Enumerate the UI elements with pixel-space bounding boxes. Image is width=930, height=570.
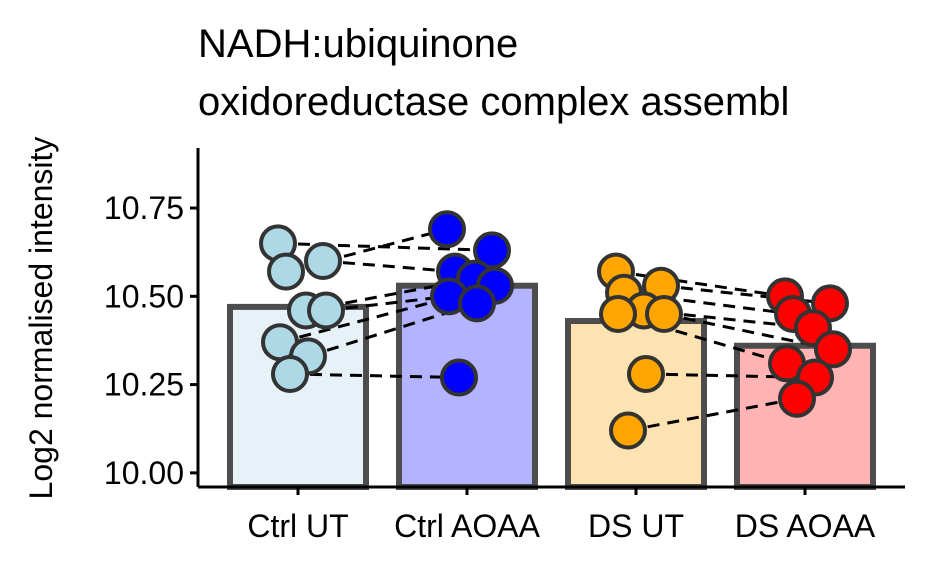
data-point-3-7 bbox=[778, 379, 816, 418]
chart-title-line-2: oxidoreductase complex assembl bbox=[198, 80, 789, 124]
y-tick-label-2: 10.50 bbox=[104, 278, 184, 314]
data-point-1-7 bbox=[440, 358, 478, 397]
bar-ds-ut bbox=[565, 318, 707, 490]
data-point-0-1 bbox=[304, 242, 342, 280]
x-tick-label-2: DS UT bbox=[588, 508, 684, 544]
data-point-2-5 bbox=[599, 294, 637, 333]
data-point-2-7 bbox=[609, 411, 647, 450]
bar-ctrl-ut bbox=[227, 303, 369, 490]
axes-group: 10.00 10.25 10.50 10.75 Ctrl UT Ctrl AOAA DS U… bbox=[104, 148, 905, 544]
data-point-3-4 bbox=[814, 330, 852, 369]
x-tick-label-3: DS AOAA bbox=[735, 508, 876, 544]
bar-ds-aoaa bbox=[734, 342, 876, 490]
pair-line-0-1 bbox=[322, 259, 456, 274]
y-tick-label-3: 10.75 bbox=[104, 190, 184, 226]
pair-line-1-7 bbox=[627, 397, 798, 432]
data-point-1-0 bbox=[428, 210, 466, 249]
y-tick-label-0: 10.00 bbox=[104, 455, 184, 491]
data-point-2-4 bbox=[645, 294, 683, 333]
pair-line-1-0 bbox=[615, 270, 786, 298]
y-tick-label-1: 10.25 bbox=[104, 367, 184, 403]
x-tick-label-1: Ctrl AOAA bbox=[394, 508, 540, 544]
x-tick-label-0: Ctrl UT bbox=[247, 508, 348, 544]
data-point-0-7 bbox=[271, 355, 309, 393]
chart-title-line-1: NADH:ubiquinone bbox=[198, 22, 518, 66]
points-group bbox=[259, 210, 852, 450]
pair-line-0-4 bbox=[325, 294, 450, 312]
data-point-0-4 bbox=[307, 291, 345, 330]
y-axis-label: Log2 normalised intensity bbox=[23, 137, 59, 500]
data-point-1-6 bbox=[458, 284, 496, 323]
data-point-0-2 bbox=[267, 252, 305, 291]
data-point-2-6 bbox=[627, 355, 665, 393]
pair-line-0-7 bbox=[289, 372, 460, 380]
